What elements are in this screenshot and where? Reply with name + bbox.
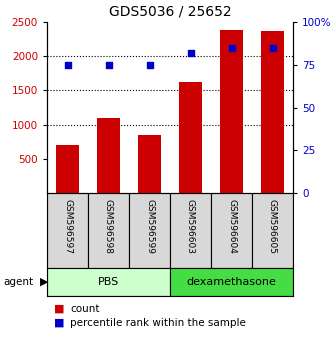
Bar [88, 193, 129, 268]
Point [188, 50, 193, 56]
Text: GSM596597: GSM596597 [63, 199, 72, 254]
Bar [138, 135, 161, 193]
Text: GSM596598: GSM596598 [104, 199, 113, 254]
Text: GSM596605: GSM596605 [268, 199, 277, 254]
Text: PBS: PBS [98, 277, 119, 287]
Bar [261, 31, 284, 193]
Text: GSM596603: GSM596603 [186, 199, 195, 254]
Bar [47, 268, 170, 296]
Title: GDS5036 / 25652: GDS5036 / 25652 [109, 4, 231, 18]
Bar [252, 193, 293, 268]
Bar [129, 193, 170, 268]
Text: ▶: ▶ [40, 277, 49, 287]
Bar [97, 118, 120, 193]
Bar [211, 193, 252, 268]
Bar [47, 193, 88, 268]
Bar [179, 82, 202, 193]
Bar [170, 268, 293, 296]
Bar [220, 30, 243, 193]
Text: count: count [70, 304, 100, 314]
Text: GSM596604: GSM596604 [227, 199, 236, 254]
Text: GSM596599: GSM596599 [145, 199, 154, 254]
Text: percentile rank within the sample: percentile rank within the sample [70, 318, 246, 328]
Text: ■: ■ [54, 318, 64, 328]
Point [106, 62, 111, 68]
Point [270, 45, 275, 51]
Text: agent: agent [3, 277, 33, 287]
Text: ■: ■ [54, 304, 64, 314]
Point [229, 45, 234, 51]
Bar [170, 193, 211, 268]
Bar [56, 145, 79, 193]
Text: dexamethasone: dexamethasone [187, 277, 276, 287]
Point [65, 62, 70, 68]
Point [147, 62, 152, 68]
